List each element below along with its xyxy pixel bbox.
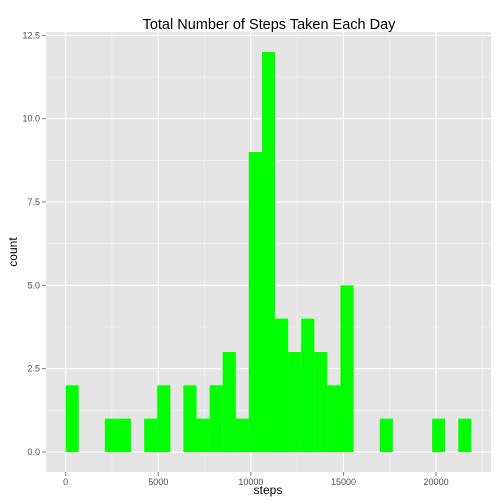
histogram-bar (65, 385, 79, 452)
x-axis-title: steps (254, 483, 283, 497)
histogram-bar (222, 352, 236, 452)
chart-title: Total Number of Steps Taken Each Day (143, 17, 397, 33)
histogram-bar (248, 152, 262, 452)
y-tick-label: 7.5 (27, 197, 40, 207)
histogram-bar (144, 418, 158, 452)
x-tick-label: 0 (63, 477, 68, 487)
histogram-bar (314, 352, 328, 452)
histogram-bar (235, 418, 249, 452)
x-tick-label: 15000 (331, 477, 356, 487)
histogram-bar (327, 385, 341, 452)
y-tick-label: 2.5 (27, 364, 40, 374)
y-tick-label: 5.0 (27, 280, 40, 290)
histogram-bar (196, 418, 210, 452)
histogram-bar (275, 318, 289, 452)
x-tick-label: 10000 (238, 477, 263, 487)
histogram-bar (209, 385, 223, 452)
y-axis-title: count (6, 237, 20, 267)
histogram-bar (432, 418, 446, 452)
x-axis: 0 5000 10000 15000 20000 (63, 472, 449, 487)
histogram-bar (379, 418, 393, 452)
histogram-bar (117, 418, 132, 452)
x-tick-label: 20000 (424, 477, 449, 487)
histogram-bar (104, 418, 118, 452)
histogram-bar (288, 352, 302, 452)
histogram-bar (340, 285, 354, 452)
y-axis: 0.0 2.5 5.0 7.5 10.0 12.5 (22, 30, 46, 457)
histogram-bar (261, 52, 276, 452)
y-tick-label: 12.5 (22, 30, 40, 40)
histogram-bar (458, 418, 472, 452)
histogram-bar (157, 385, 171, 452)
y-tick-label: 10.0 (22, 114, 40, 124)
histogram-bar (183, 385, 197, 452)
histogram-bar (301, 318, 315, 452)
histogram-bars (65, 52, 472, 452)
y-tick-label: 0.0 (27, 447, 40, 457)
x-tick-label: 5000 (148, 477, 168, 487)
